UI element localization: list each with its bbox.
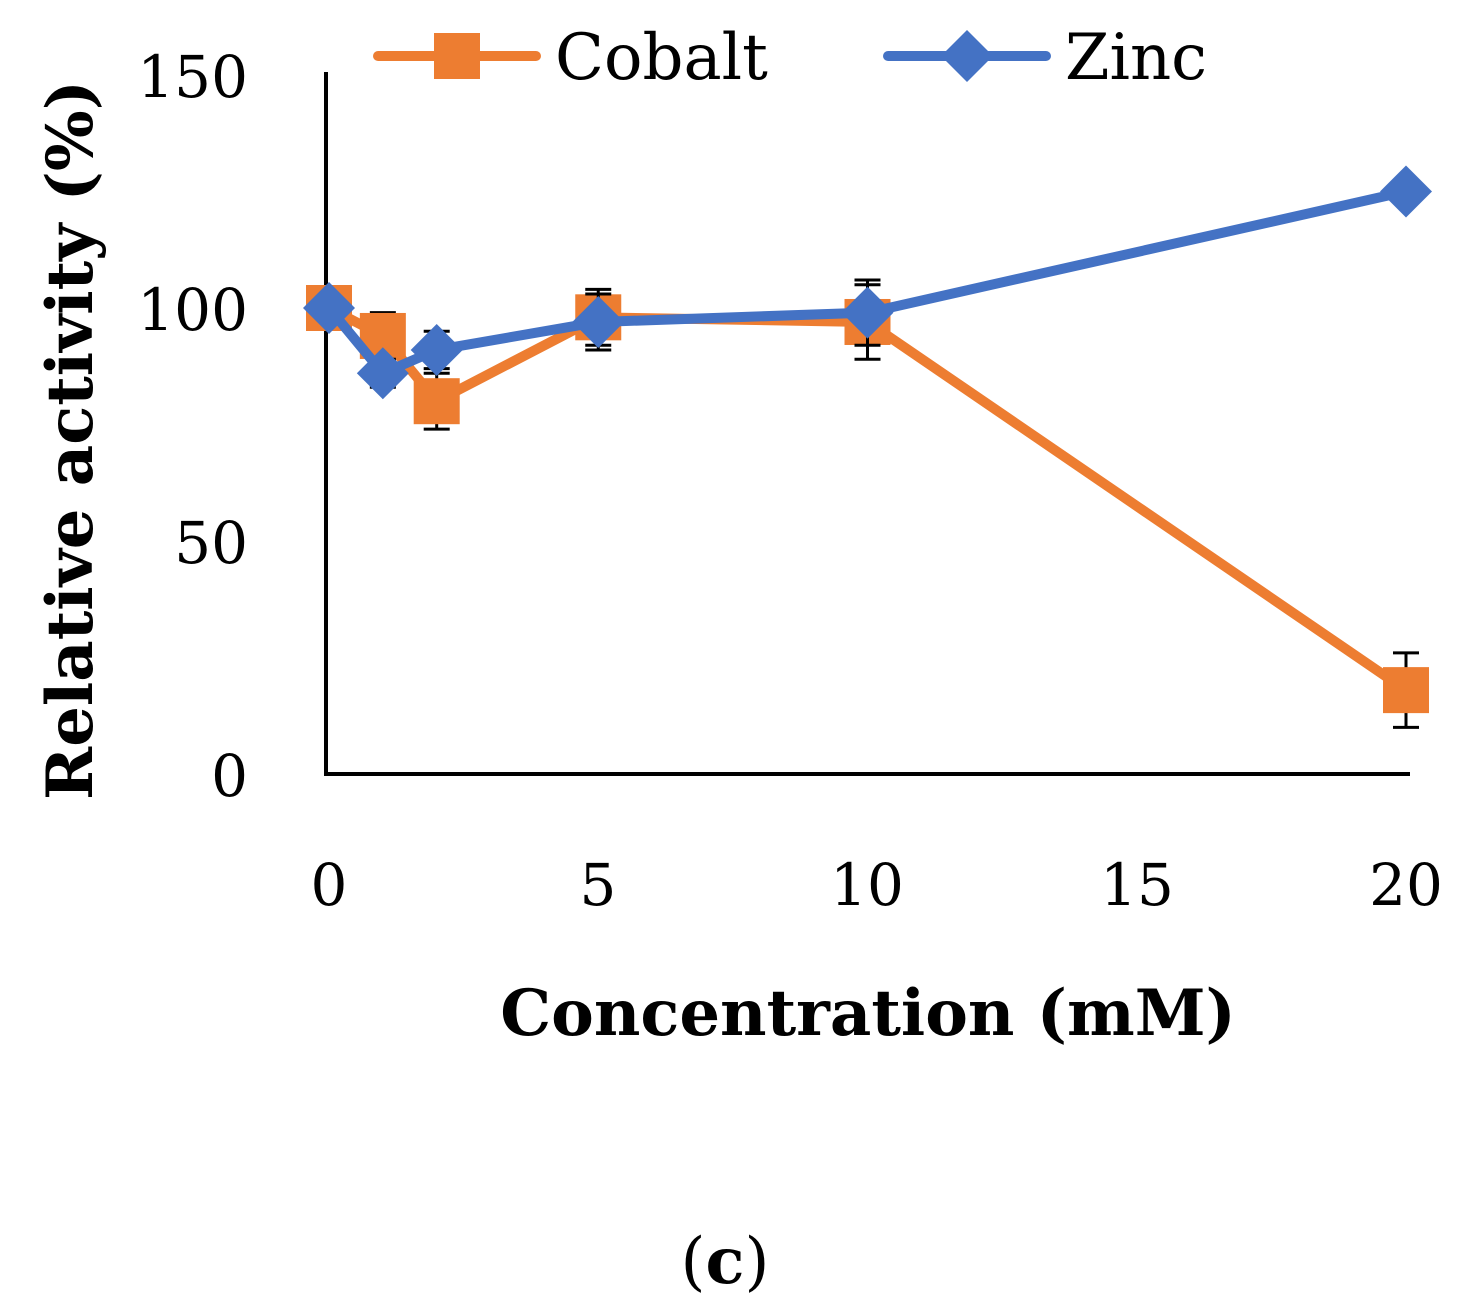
legend-label-zinc: Zinc (1065, 21, 1207, 95)
data-point-zinc-0 (303, 282, 355, 334)
data-point-zinc-1 (356, 347, 409, 400)
legend-item-zinc (883, 30, 1051, 82)
panel-label-open: ( (681, 1225, 706, 1299)
markers-zinc (303, 165, 1432, 400)
legend: Cobalt Zinc (373, 21, 1207, 95)
data-point-zinc-3 (572, 295, 625, 348)
panel-label-close: ) (744, 1225, 769, 1299)
x-axis-title: Concentration (mM) (500, 976, 1236, 1051)
y-axis-title: Relative activity (%) (33, 80, 108, 800)
data-point-cobalt-5 (1383, 667, 1429, 714)
y-tick-labels: 0 50 100 150 (137, 43, 248, 810)
x-tick-label-15: 15 (1100, 851, 1174, 919)
x-tick-label-0: 0 (311, 851, 348, 919)
series-zinc (303, 165, 1432, 400)
panel-label-letter: c (706, 1224, 745, 1299)
legend-label-cobalt: Cobalt (555, 21, 768, 95)
panel-label: (c) (681, 1224, 770, 1299)
data-point-zinc-4 (841, 286, 894, 339)
data-point-zinc-5 (1380, 165, 1432, 218)
x-tick-label-20: 20 (1369, 851, 1443, 919)
legend-item-cobalt (373, 33, 541, 79)
x-tick-label-10: 10 (830, 851, 904, 919)
y-tick-label-100: 100 (137, 276, 248, 344)
series-line-cobalt (324, 303, 1411, 696)
data-point-cobalt-2 (413, 378, 460, 425)
plot-area (303, 165, 1432, 729)
x-tick-label-5: 5 (580, 851, 617, 919)
legend-marker-cobalt (434, 33, 480, 79)
y-tick-label-50: 50 (174, 509, 248, 577)
series-cobalt (306, 283, 1429, 729)
axes (324, 72, 1410, 776)
data-point-zinc-2 (410, 323, 463, 376)
y-tick-label-150: 150 (137, 43, 248, 111)
x-tick-labels: 0 5 10 15 20 (311, 851, 1443, 919)
legend-marker-zinc (941, 30, 993, 82)
y-tick-label-0: 0 (211, 742, 248, 810)
